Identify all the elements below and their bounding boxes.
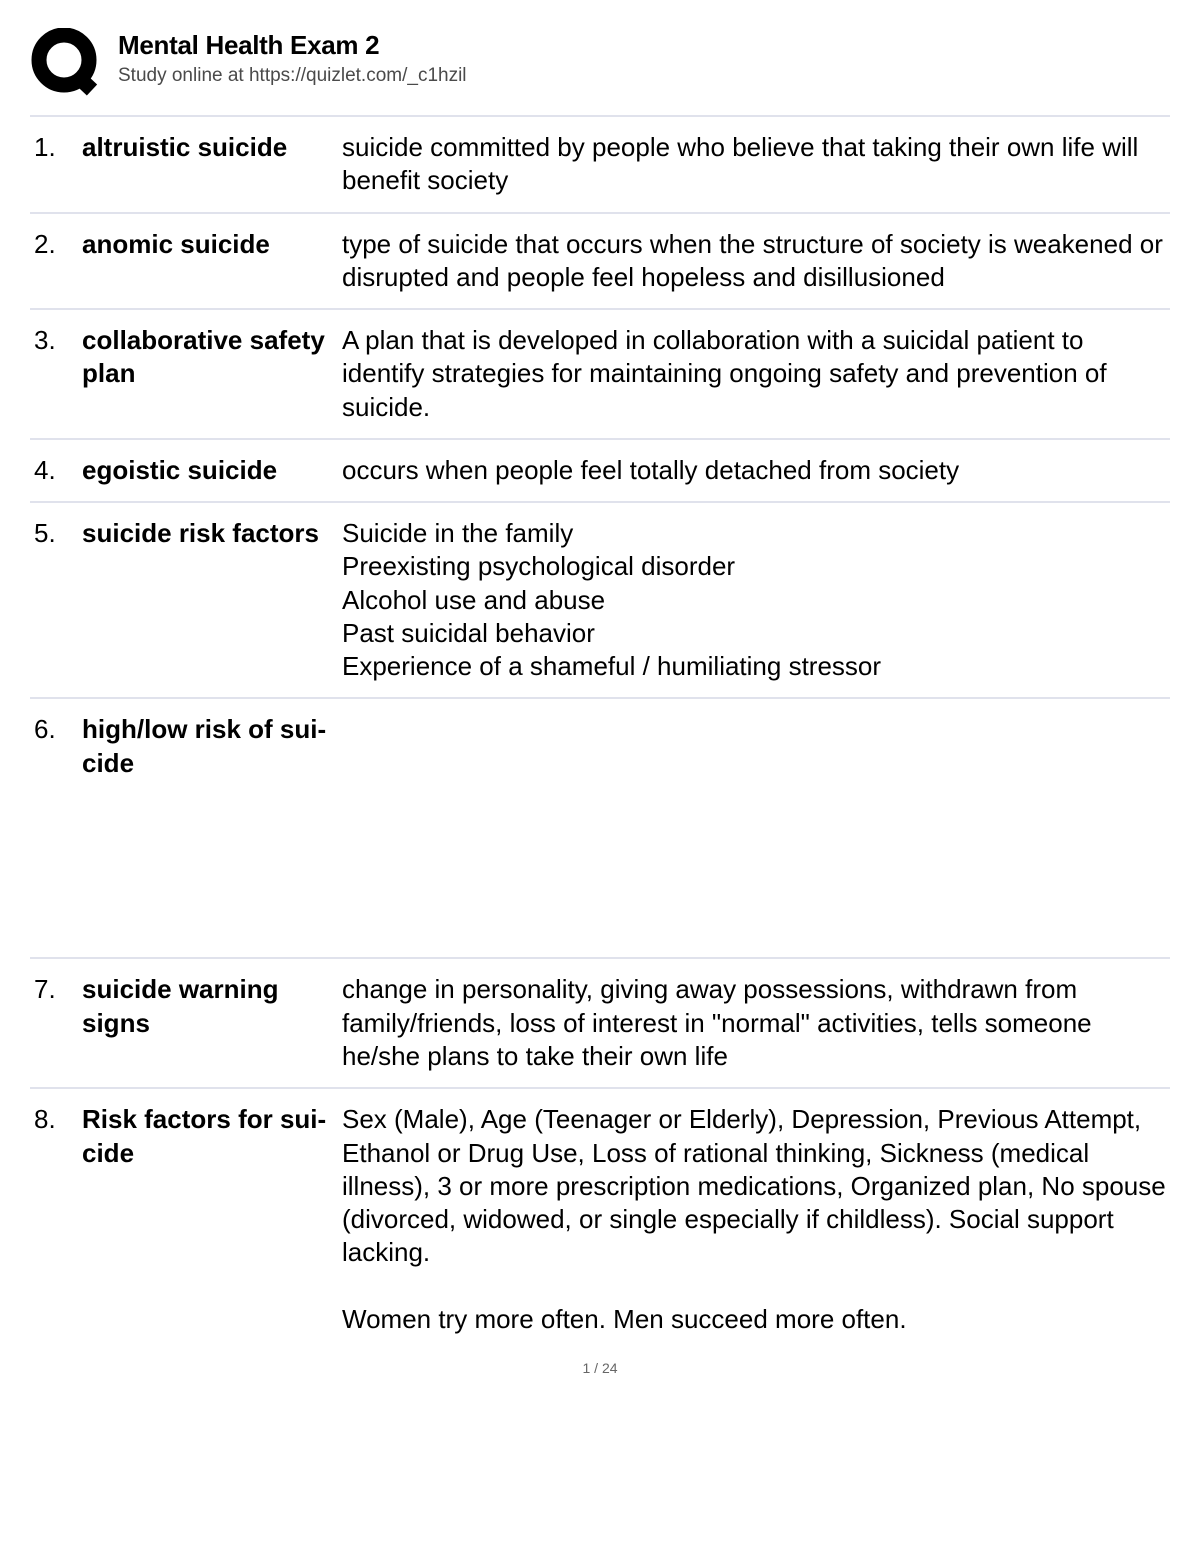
term-number: 3. — [30, 324, 82, 357]
term-label: suicide risk factors — [82, 517, 342, 550]
term-row: 5. suicide risk factors Suicide in the f… — [30, 503, 1170, 699]
term-definition: A plan that is developed in collaboratio… — [342, 324, 1170, 424]
term-definition: occurs when people feel totally detached… — [342, 454, 1170, 487]
term-label: Risk factors for sui­cide — [82, 1103, 342, 1170]
term-row: 7. suicide warning signs change in perso… — [30, 959, 1170, 1089]
term-definition: Sex (Male), Age (Teenager or Elderly), D… — [342, 1103, 1170, 1336]
term-label: egoistic suicide — [82, 454, 342, 487]
page-footer: 1 / 24 — [30, 1350, 1170, 1376]
term-number: 6. — [30, 713, 82, 746]
term-row: 4. egoistic suicide occurs when people f… — [30, 440, 1170, 503]
term-row: 1. altruistic suicide suicide committed … — [30, 117, 1170, 214]
term-definition: Suicide in the family Preexisting psycho… — [342, 517, 1170, 683]
term-label: suicide warning signs — [82, 973, 342, 1040]
term-number: 1. — [30, 131, 82, 164]
term-label: high/low risk of sui­cide — [82, 713, 342, 780]
term-label: anomic suicide — [82, 228, 342, 261]
term-label: collaborative safe­ty plan — [82, 324, 342, 391]
term-number: 2. — [30, 228, 82, 261]
page-indicator: 1 / 24 — [582, 1360, 617, 1376]
term-number: 8. — [30, 1103, 82, 1136]
page: Mental Health Exam 2 Study online at htt… — [0, 0, 1200, 1396]
quizlet-logo-icon — [30, 28, 98, 101]
header-text: Mental Health Exam 2 Study online at htt… — [118, 28, 467, 87]
term-number: 4. — [30, 454, 82, 487]
term-number: 5. — [30, 517, 82, 550]
header: Mental Health Exam 2 Study online at htt… — [30, 28, 1170, 117]
page-title: Mental Health Exam 2 — [118, 30, 467, 61]
term-definition: type of suicide that occurs when the str… — [342, 228, 1170, 295]
term-row: 6. high/low risk of sui­cide — [30, 699, 1170, 959]
term-row: 2. anomic suicide type of suicide that o… — [30, 214, 1170, 311]
term-row: 3. collaborative safe­ty plan A plan tha… — [30, 310, 1170, 440]
term-definition: suicide committed by people who believe … — [342, 131, 1170, 198]
term-number: 7. — [30, 973, 82, 1006]
term-row: 8. Risk factors for sui­cide Sex (Male),… — [30, 1089, 1170, 1350]
term-label: altruistic suicide — [82, 131, 342, 164]
term-definition: change in personality, giving away posse… — [342, 973, 1170, 1073]
page-subtitle: Study online at https://quizlet.com/_c1h… — [118, 65, 467, 87]
